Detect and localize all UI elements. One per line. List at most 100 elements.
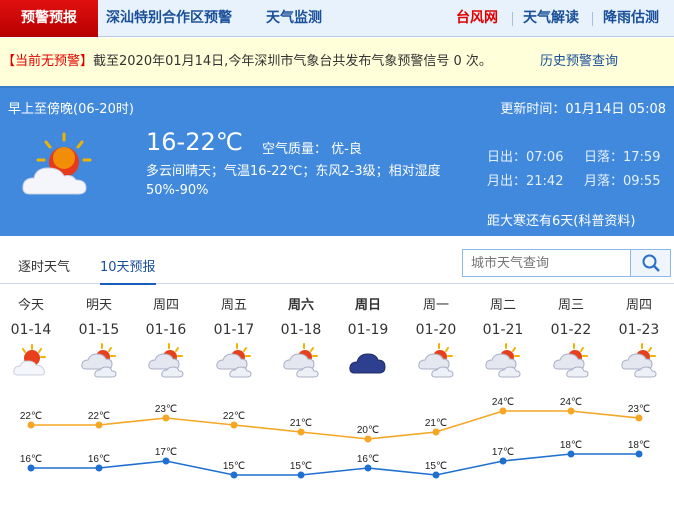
forecast-day: 明天 01-15 — [69, 294, 129, 383]
cloudy-sun-icon — [283, 343, 319, 378]
search-button[interactable] — [630, 250, 670, 276]
top-nav: 预警预报 深汕特别合作区预警 天气监测 台风网 天气解读 降雨估测 — [0, 0, 674, 37]
warning-bar: 【当前无预警】截至2020年01月14日,今年深圳市气象台共发布气象预警信号 0… — [0, 38, 674, 86]
cloudy-sun-icon — [621, 343, 657, 378]
search-icon — [642, 254, 660, 272]
partly-cloudy-icon — [13, 344, 46, 376]
forecast-day: 今天 01-14 — [1, 294, 61, 383]
high-temp-point — [230, 421, 238, 429]
forecast-day: 周六 01-18 — [271, 294, 331, 383]
high-temp-label: 20℃ — [357, 425, 379, 436]
tab-10day[interactable]: 10天预报 — [100, 256, 156, 285]
date: 01-17 — [213, 322, 255, 338]
forecast-day: 周五 01-17 — [204, 294, 264, 383]
high-temp-point — [567, 407, 575, 415]
low-temp-label: 16℃ — [20, 454, 42, 465]
weekday: 周三 — [557, 298, 584, 313]
high-temp-point — [499, 407, 507, 415]
low-temp-point — [432, 471, 440, 479]
high-temp-point — [162, 414, 170, 422]
low-temp-point — [297, 471, 305, 479]
warning-text: 截至2020年01月14日,今年深圳市气象台共发布气象预警信号 0 次。 — [93, 54, 492, 69]
low-temp-label: 16℃ — [88, 454, 110, 465]
high-temp-line — [31, 410, 640, 440]
forecast-day: 周四 01-16 — [136, 294, 196, 383]
temperature-chart: 22℃ 22℃ 23℃ 22℃ 21℃ 20℃ 21℃ 24℃ 24℃ 23℃ 16℃ 16℃ 17℃ 1… — [20, 397, 650, 479]
forecast-tabs: 逐时天气 10天预报 — [0, 240, 674, 285]
nav-shenshan-warning[interactable]: 深汕特别合作区预警 — [106, 10, 232, 26]
nav-typhoon[interactable]: 台风网 — [456, 10, 498, 26]
history-warning-link[interactable]: 历史预警查询 — [540, 54, 619, 69]
date: 01-16 — [145, 322, 187, 338]
forecast-day: 周三 01-22 — [541, 294, 601, 383]
low-temp-label: 15℃ — [223, 461, 245, 472]
weekday: 周一 — [422, 298, 449, 313]
weekday: 周六 — [287, 298, 314, 313]
high-temp-label: 23℃ — [155, 404, 177, 415]
cloudy-sun-icon — [418, 343, 454, 378]
sunset: 日落：17:59 — [584, 150, 661, 165]
low-temp-point — [364, 464, 372, 472]
tab-hourly[interactable]: 逐时天气 — [18, 260, 71, 275]
high-temp-point — [27, 421, 35, 429]
moonrise: 月出：21:42 — [487, 174, 564, 189]
low-temp-point — [499, 457, 507, 465]
high-temp-point — [297, 428, 305, 436]
low-temp-label: 18℃ — [560, 440, 582, 451]
overcast-icon — [349, 353, 386, 374]
high-temp-label: 22℃ — [20, 411, 42, 422]
high-temp-label: 22℃ — [223, 411, 245, 422]
cloudy-sun-icon — [553, 343, 589, 378]
weather-description: 多云间晴天；气温16-22℃；东风2-3级；相对湿度50%-90% — [146, 164, 441, 198]
date: 01-21 — [482, 322, 524, 338]
weekday: 周五 — [220, 298, 247, 313]
cloudy-sun-icon — [81, 343, 117, 378]
cloudy-sun-icon — [485, 343, 521, 378]
date: 01-19 — [347, 322, 389, 338]
forecast-day: 周四 01-23 — [609, 294, 669, 383]
high-temp-label: 22℃ — [88, 411, 110, 422]
cloudy-sun-icon — [148, 343, 184, 378]
divider — [512, 12, 513, 26]
city-search-input[interactable] — [463, 250, 631, 276]
low-temp-point — [27, 464, 35, 472]
low-temp-label: 15℃ — [425, 461, 447, 472]
temperature-range: 16-22℃ — [146, 128, 243, 156]
warning-status: 【当前无预警】 — [2, 54, 94, 69]
date: 01-23 — [618, 322, 660, 338]
today-panel: 早上至傍晚(06-20时) 更新时间：01月14日 05:08 16-22℃ 空… — [0, 86, 674, 236]
weekday: 周日 — [354, 298, 381, 313]
nav-weather-interpretation[interactable]: 天气解读 — [523, 10, 579, 26]
high-temp-label: 23℃ — [628, 404, 650, 415]
low-temp-label: 16℃ — [357, 454, 379, 465]
nav-weather-monitor[interactable]: 天气监测 — [266, 10, 322, 26]
forecast-day: 周二 01-21 — [473, 294, 533, 383]
high-temp-point — [95, 421, 103, 429]
cloudy-sun-icon — [216, 343, 252, 378]
low-temp-point — [635, 450, 643, 458]
date: 01-15 — [78, 322, 120, 338]
weekday: 周二 — [489, 298, 516, 313]
low-temp-line — [31, 453, 639, 476]
low-temp-point — [162, 457, 170, 465]
nav-warning-forecast[interactable]: 预警预报 — [0, 0, 98, 37]
nav-rain-estimate[interactable]: 降雨估测 — [603, 10, 659, 26]
partly-cloudy-sun-icon — [22, 132, 92, 195]
weekday: 周四 — [152, 298, 179, 313]
date: 01-22 — [550, 322, 592, 338]
low-temp-label: 17℃ — [492, 447, 514, 458]
low-temp-label: 15℃ — [290, 461, 312, 472]
date: 01-14 — [10, 322, 52, 338]
divider — [592, 12, 593, 26]
period: 早上至傍晚(06-20时) — [8, 102, 134, 117]
air-quality: 空气质量： 优-良 — [262, 142, 362, 157]
date: 01-18 — [280, 322, 322, 338]
city-search — [462, 249, 671, 277]
low-temp-point — [230, 471, 238, 479]
weekday: 今天 — [17, 298, 44, 313]
forecast-day: 周日 01-19 — [338, 294, 398, 383]
solar-term-link[interactable]: 距大寒还有6天(科普资料) — [487, 214, 636, 229]
high-temp-label: 21℃ — [290, 418, 312, 429]
low-temp-point — [95, 464, 103, 472]
high-temp-point — [364, 435, 372, 443]
